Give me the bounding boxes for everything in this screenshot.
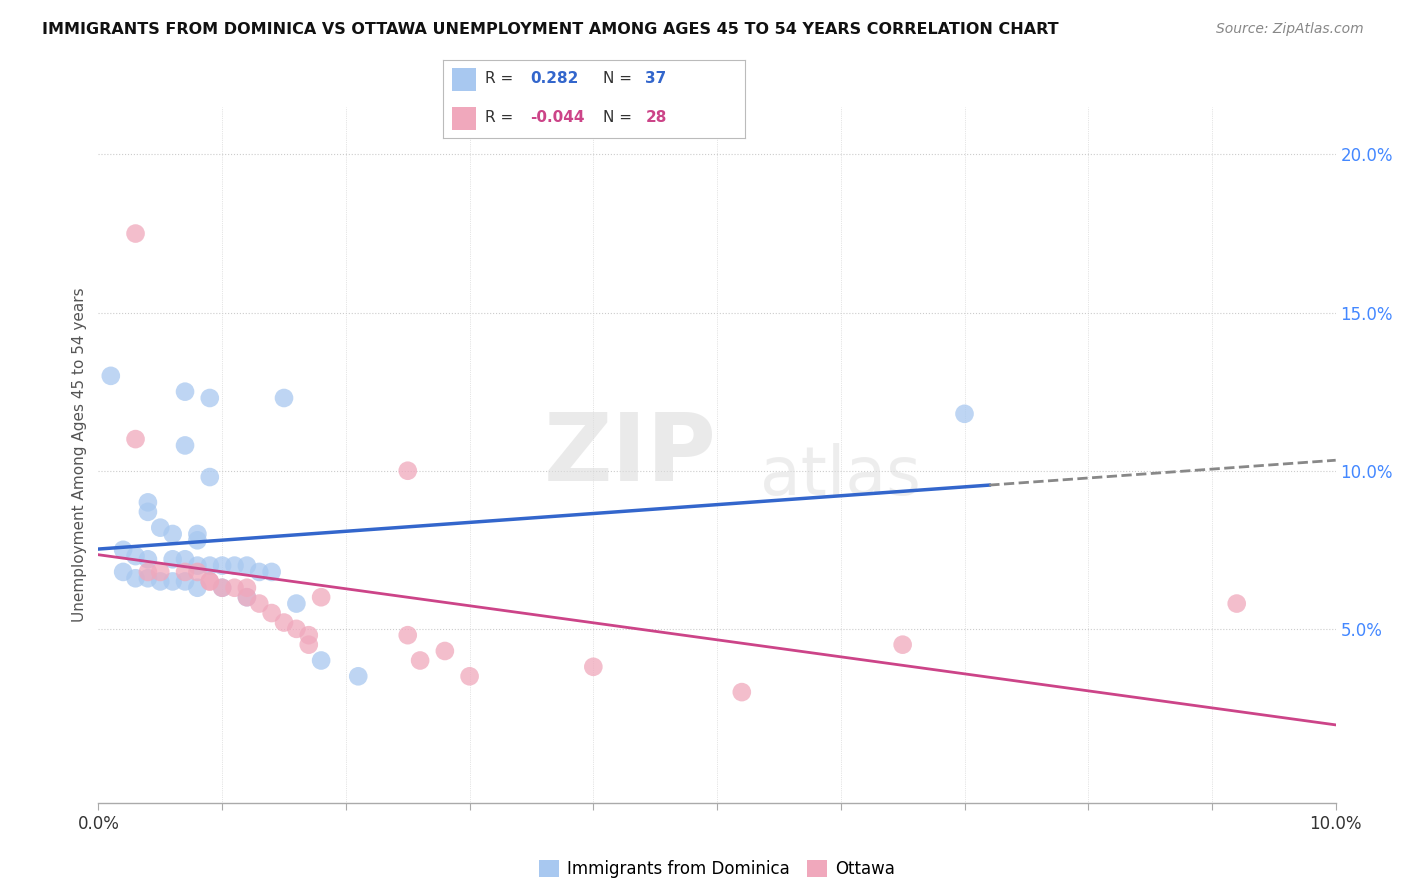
Point	[236, 558, 259, 573]
Point	[124, 571, 146, 585]
Point	[174, 565, 197, 579]
Point	[112, 565, 135, 579]
Point	[149, 521, 172, 535]
Point	[285, 597, 308, 611]
Point	[136, 571, 159, 585]
Point	[162, 527, 184, 541]
Point	[186, 558, 208, 573]
Point	[211, 581, 233, 595]
Point	[298, 628, 321, 642]
Point	[136, 505, 159, 519]
Point	[174, 552, 197, 566]
Point	[124, 432, 146, 446]
Point	[198, 391, 221, 405]
Point	[273, 615, 295, 630]
Point	[149, 565, 172, 579]
Point	[247, 597, 270, 611]
Point	[298, 638, 321, 652]
Point	[198, 574, 221, 589]
Point	[174, 574, 197, 589]
Point	[198, 574, 221, 589]
Point	[953, 407, 976, 421]
Text: -0.044: -0.044	[530, 111, 585, 126]
Point	[273, 391, 295, 405]
Point	[124, 549, 146, 563]
Point	[149, 574, 172, 589]
Point	[347, 669, 370, 683]
Bar	[451, 68, 475, 91]
Text: R =: R =	[485, 71, 519, 87]
Point	[136, 552, 159, 566]
Point	[260, 565, 283, 579]
Point	[409, 653, 432, 667]
Point	[458, 669, 481, 683]
Point	[1226, 597, 1249, 611]
Point	[186, 533, 208, 548]
Text: 28: 28	[645, 111, 666, 126]
Point	[211, 558, 233, 573]
Point	[211, 581, 233, 595]
Text: Source: ZipAtlas.com: Source: ZipAtlas.com	[1216, 22, 1364, 37]
Point	[198, 470, 221, 484]
Point	[186, 565, 208, 579]
Point	[136, 565, 159, 579]
Point	[186, 527, 208, 541]
Point	[396, 464, 419, 478]
Point	[260, 606, 283, 620]
Point	[162, 574, 184, 589]
Point	[162, 552, 184, 566]
Point	[174, 438, 197, 452]
Point	[309, 591, 332, 605]
Point	[136, 495, 159, 509]
Text: 37: 37	[645, 71, 666, 87]
Y-axis label: Unemployment Among Ages 45 to 54 years: Unemployment Among Ages 45 to 54 years	[72, 287, 87, 623]
Point	[224, 558, 246, 573]
Text: 0.282: 0.282	[530, 71, 579, 87]
Point	[582, 660, 605, 674]
Text: IMMIGRANTS FROM DOMINICA VS OTTAWA UNEMPLOYMENT AMONG AGES 45 TO 54 YEARS CORREL: IMMIGRANTS FROM DOMINICA VS OTTAWA UNEMP…	[42, 22, 1059, 37]
Point	[396, 628, 419, 642]
Bar	[451, 107, 475, 130]
Text: N =: N =	[603, 71, 637, 87]
Text: N =: N =	[603, 111, 637, 126]
Point	[100, 368, 122, 383]
Point	[247, 565, 270, 579]
Point	[309, 653, 332, 667]
Text: atlas: atlas	[761, 442, 921, 508]
Text: R =: R =	[485, 111, 519, 126]
Point	[433, 644, 456, 658]
Legend: Immigrants from Dominica, Ottawa: Immigrants from Dominica, Ottawa	[533, 854, 901, 885]
Point	[731, 685, 754, 699]
Point	[124, 227, 146, 241]
Point	[112, 542, 135, 557]
Point	[224, 581, 246, 595]
Point	[174, 384, 197, 399]
Point	[285, 622, 308, 636]
Point	[891, 638, 914, 652]
Point	[236, 591, 259, 605]
Point	[198, 558, 221, 573]
Point	[236, 581, 259, 595]
Text: ZIP: ZIP	[544, 409, 717, 501]
Point	[236, 591, 259, 605]
Point	[186, 581, 208, 595]
